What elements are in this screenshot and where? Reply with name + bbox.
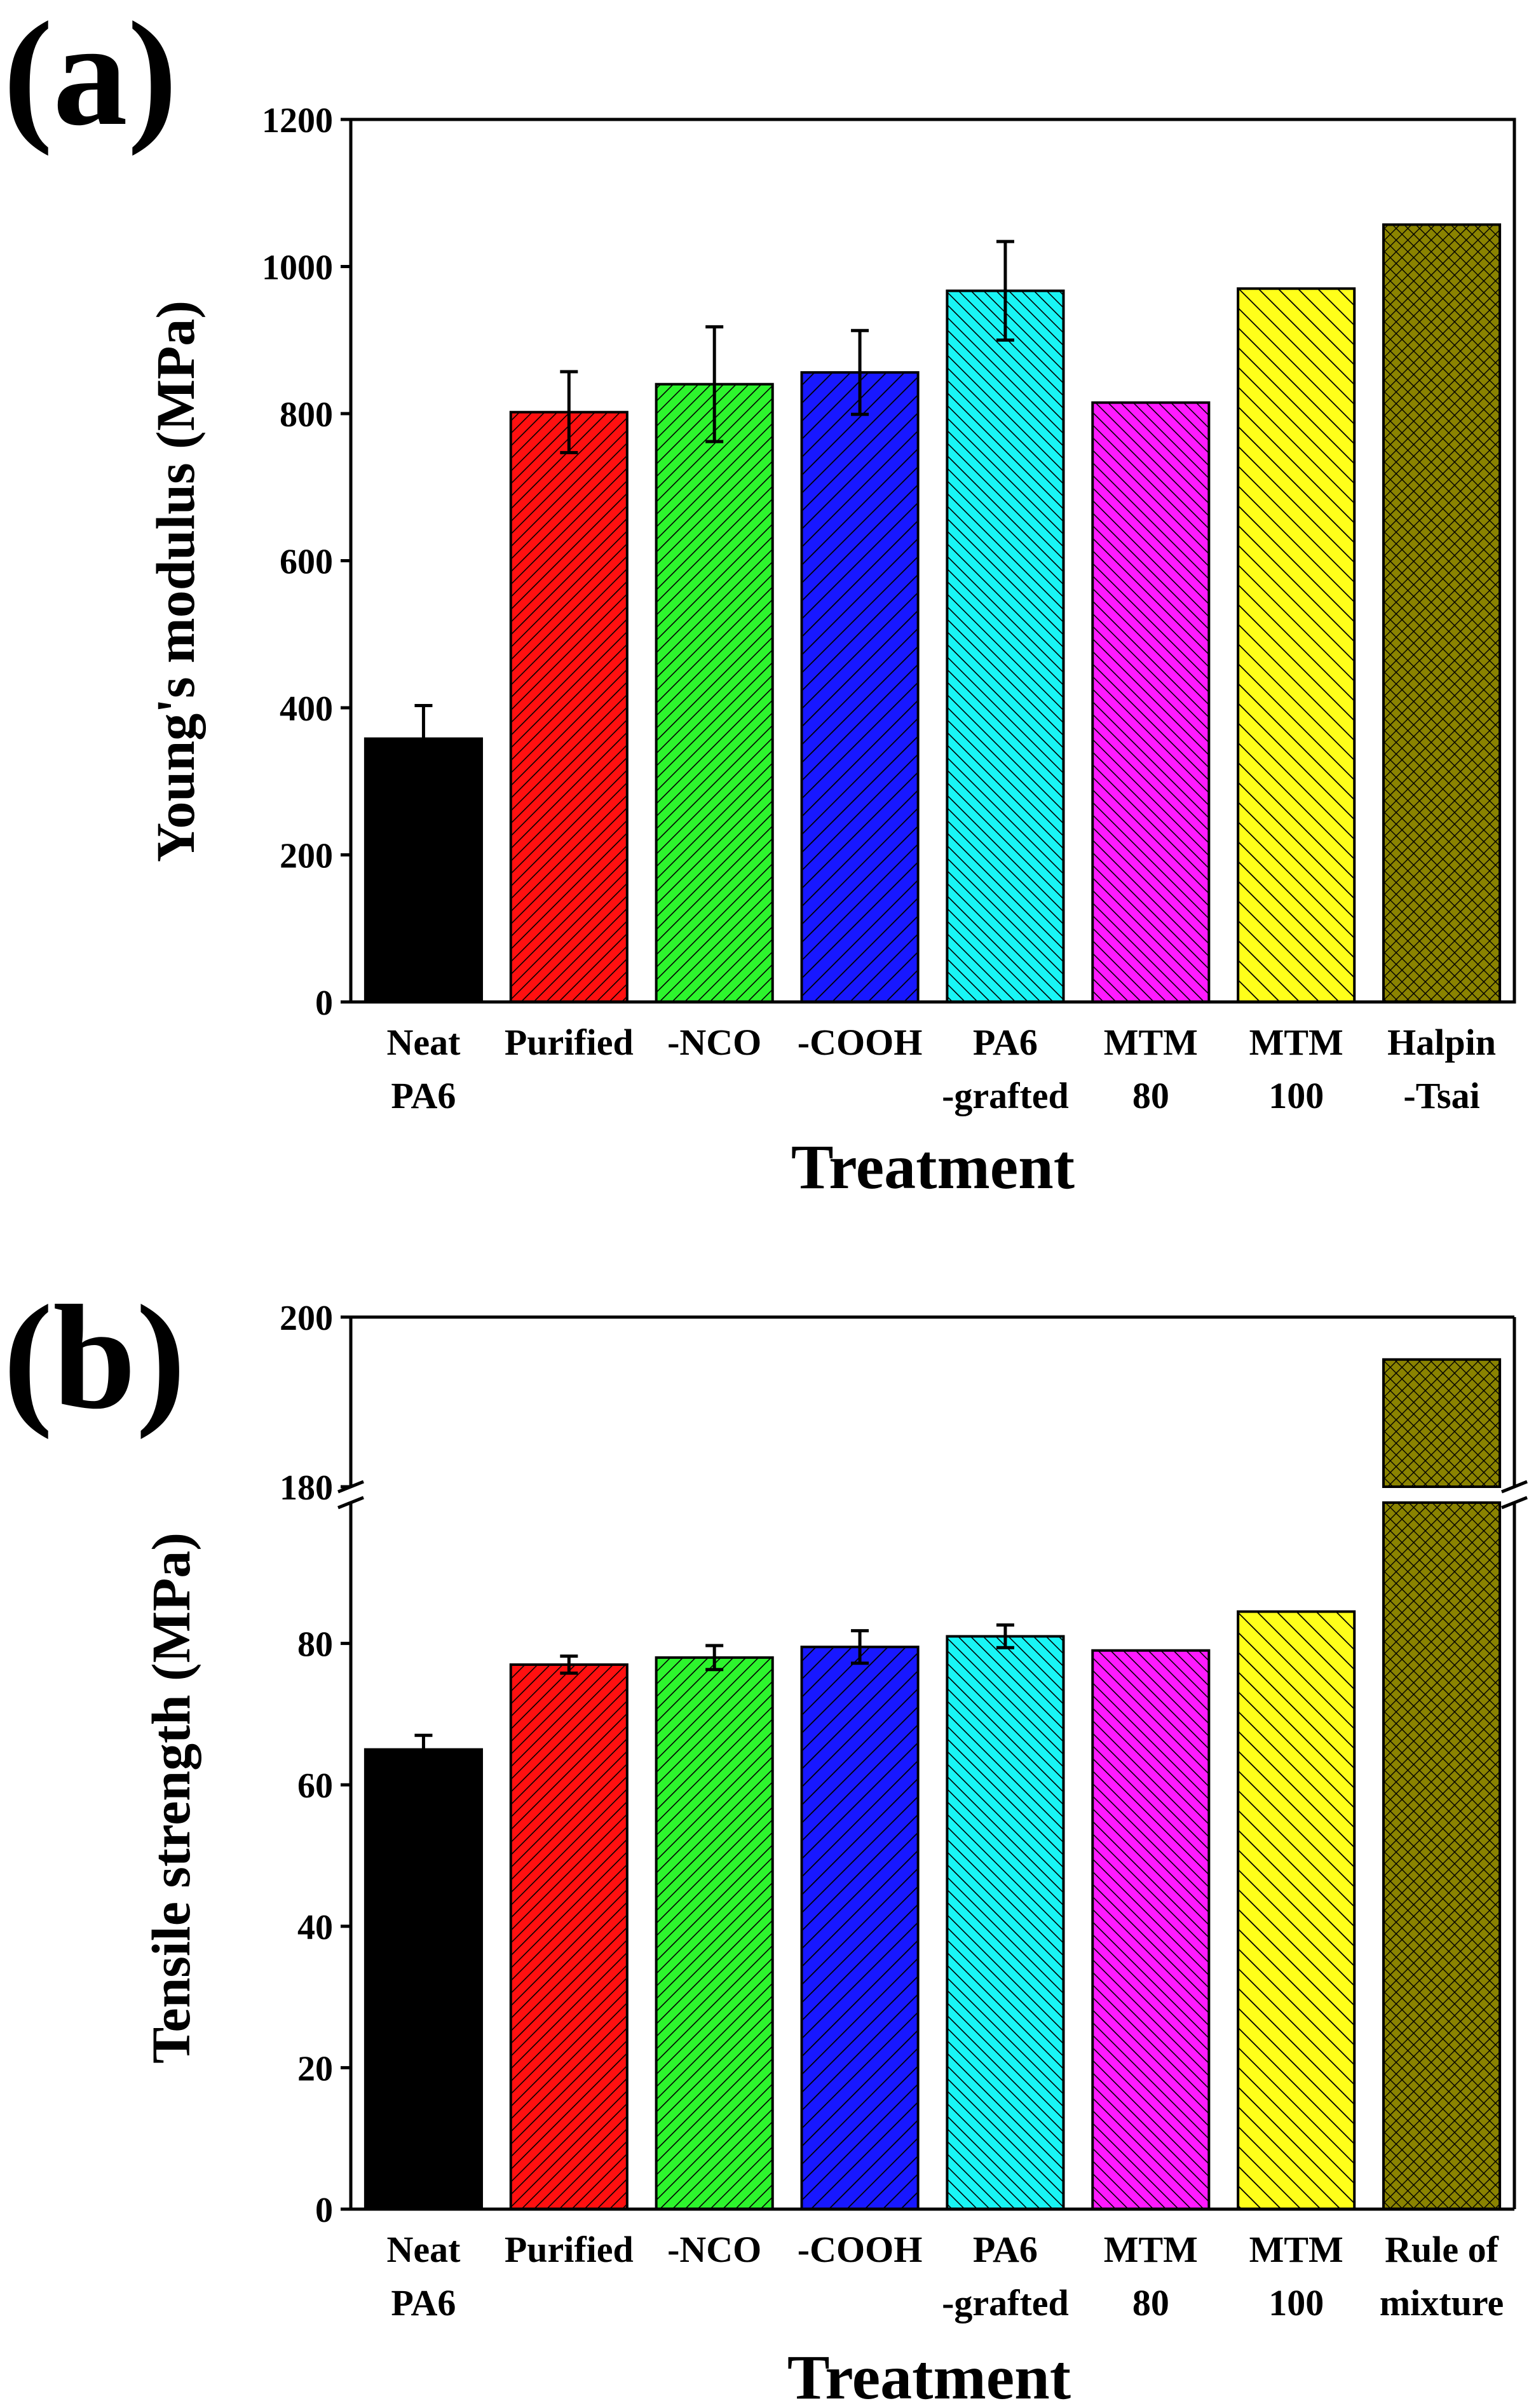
panel-b-y-tick-label-180: 180 [280, 1468, 333, 1508]
panel-b: (b) Neat PA6 Purified -NCO -COOH PA6 -grafted M… [3, 1275, 1528, 2408]
panel-b-label: (b) [3, 1275, 186, 1440]
panel-b-category-label-7-line-2: 100 [1268, 2282, 1324, 2323]
panel-b-error-bar-2 [560, 1654, 578, 1675]
panel-a-category-label-6-line-2: 80 [1132, 1075, 1169, 1116]
panel-a-category-label-1-line-1: Neat [386, 1022, 461, 1063]
panel-a-error-bar-1 [414, 704, 433, 774]
panel-a-bar-2 [509, 410, 629, 1003]
panel-b-bar-5 [946, 1635, 1065, 2210]
panel-a-bar-7 [1237, 287, 1356, 1004]
panel-b-bar-8-upper [1382, 1358, 1502, 1488]
panel-b-y-tick-label-0: 0 [315, 2191, 333, 2230]
panel-a-y-tick-label-1200: 1200 [262, 101, 333, 140]
panel-b-y-axis-title: Tensile strength (MPa) [140, 1532, 201, 2064]
panel-a-plot: Neat PA6 Purified -NCO -COOH PA6 -grafted MTM 80… [262, 101, 1516, 1116]
panel-b-category-label-6-line-1: MTM [1104, 2229, 1198, 2270]
panel-b-bar-8 [1382, 1501, 1502, 2210]
panel-a-y-tick-label-400: 400 [280, 689, 333, 729]
panel-a-bar-4 [800, 371, 920, 1003]
panel-a-x-axis-title: Treatment [791, 1132, 1075, 1202]
panel-b-category-label-8-line-2: mixture [1380, 2282, 1504, 2323]
panel-a-category-label-2: Purified [505, 1022, 634, 1063]
panel-b-y-tick-label-200: 200 [280, 1299, 333, 1338]
panel-a-error-bar-2 [560, 370, 578, 454]
panel-a-y-tick-label-1000: 1000 [262, 248, 333, 288]
panel-a-error-bar-5 [996, 240, 1014, 342]
panel-a-error-bar-4 [851, 328, 869, 416]
panel-b-y-tick-label-20: 20 [297, 2049, 333, 2088]
panel-b-category-label-4: -COOH [798, 2229, 923, 2270]
panel-b-category-label-7-line-1: MTM [1249, 2229, 1343, 2270]
panel-b-x-axis-title: Treatment [787, 2342, 1071, 2408]
panel-b-error-bar-1 [414, 1733, 433, 1766]
panel-b-error-bar-3 [705, 1644, 724, 1672]
panel-a-y-tick-label-800: 800 [280, 395, 333, 435]
panel-a-category-label-7-line-2: 100 [1268, 1075, 1324, 1116]
panel-b-category-label-8-line-1: Rule of [1385, 2229, 1499, 2270]
panel-a-category-label-4: -COOH [798, 1022, 923, 1063]
panel-a-category-label-5-line-2: -grafted [942, 1075, 1069, 1116]
panel-a-error-bar-3 [705, 325, 724, 443]
panel-a-bar-5 [946, 289, 1065, 1003]
panel-b-bar-2 [509, 1663, 629, 2210]
panel-a-category-label-1-line-2: PA6 [391, 1075, 456, 1116]
panel-b-category-label-5-line-1: PA6 [973, 2229, 1038, 2270]
panel-a-y-tick-label-0: 0 [315, 984, 333, 1023]
panel-a-bar-6 [1091, 401, 1211, 1003]
panel-b-bar-6 [1091, 1649, 1211, 2210]
panel-a-category-label-5-line-1: PA6 [973, 1022, 1038, 1063]
panel-a-y-axis-title: Young's modulus (MPa) [145, 301, 206, 862]
panel-b-y-tick-label-60: 60 [297, 1766, 333, 1806]
panel-b-bar-1 [364, 1748, 483, 2211]
panel-a-category-label-7-line-1: MTM [1249, 1022, 1343, 1063]
panel-b-y-tick-label-40: 40 [297, 1908, 333, 1947]
panel-a-bar-3 [655, 382, 774, 1003]
panel-b-error-bar-4 [851, 1629, 869, 1665]
panel-a-category-label-3: -NCO [667, 1022, 761, 1063]
panel-b-axes-frame [349, 1315, 1516, 2211]
panel-b-axis-break-mark-right [1501, 1480, 1528, 1510]
panel-b-y-tick-label-80: 80 [297, 1625, 333, 1665]
panel-b-category-label-1-line-2: PA6 [391, 2282, 456, 2323]
panel-b-category-label-6-line-2: 80 [1132, 2282, 1169, 2323]
panel-a-category-label-6-line-1: MTM [1104, 1022, 1198, 1063]
panel-b-plot: Neat PA6 Purified -NCO -COOH PA6 -grafted MTM 80… [280, 1299, 1528, 2323]
panel-a-y-tick-label-200: 200 [280, 837, 333, 876]
panel-b-bar-3 [655, 1656, 774, 2211]
panel-a-label: (a) [3, 0, 177, 156]
panel-a-category-label-8-line-2: -Tsai [1403, 1075, 1479, 1116]
panel-b-category-label-5-line-2: -grafted [942, 2282, 1069, 2323]
panel-b-category-label-2: Purified [505, 2229, 634, 2270]
panel-b-category-label-3: -NCO [667, 2229, 761, 2270]
panel-b-bar-4 [800, 1646, 920, 2211]
panel-b-bar-7 [1237, 1610, 1356, 2210]
panel-b-category-label-1-line-1: Neat [386, 2229, 461, 2270]
panel-a-bar-8 [1382, 223, 1502, 1004]
panel-a-y-tick-label-600: 600 [280, 543, 333, 582]
panel-a: (a) Neat PA6 Purified -NCO -COOH PA6 -grafted M… [3, 0, 1516, 1202]
panel-a-category-label-8-line-1: Halpin [1387, 1022, 1496, 1063]
panel-a-bar-1 [364, 737, 483, 1003]
panel-b-error-bar-5 [996, 1623, 1014, 1649]
